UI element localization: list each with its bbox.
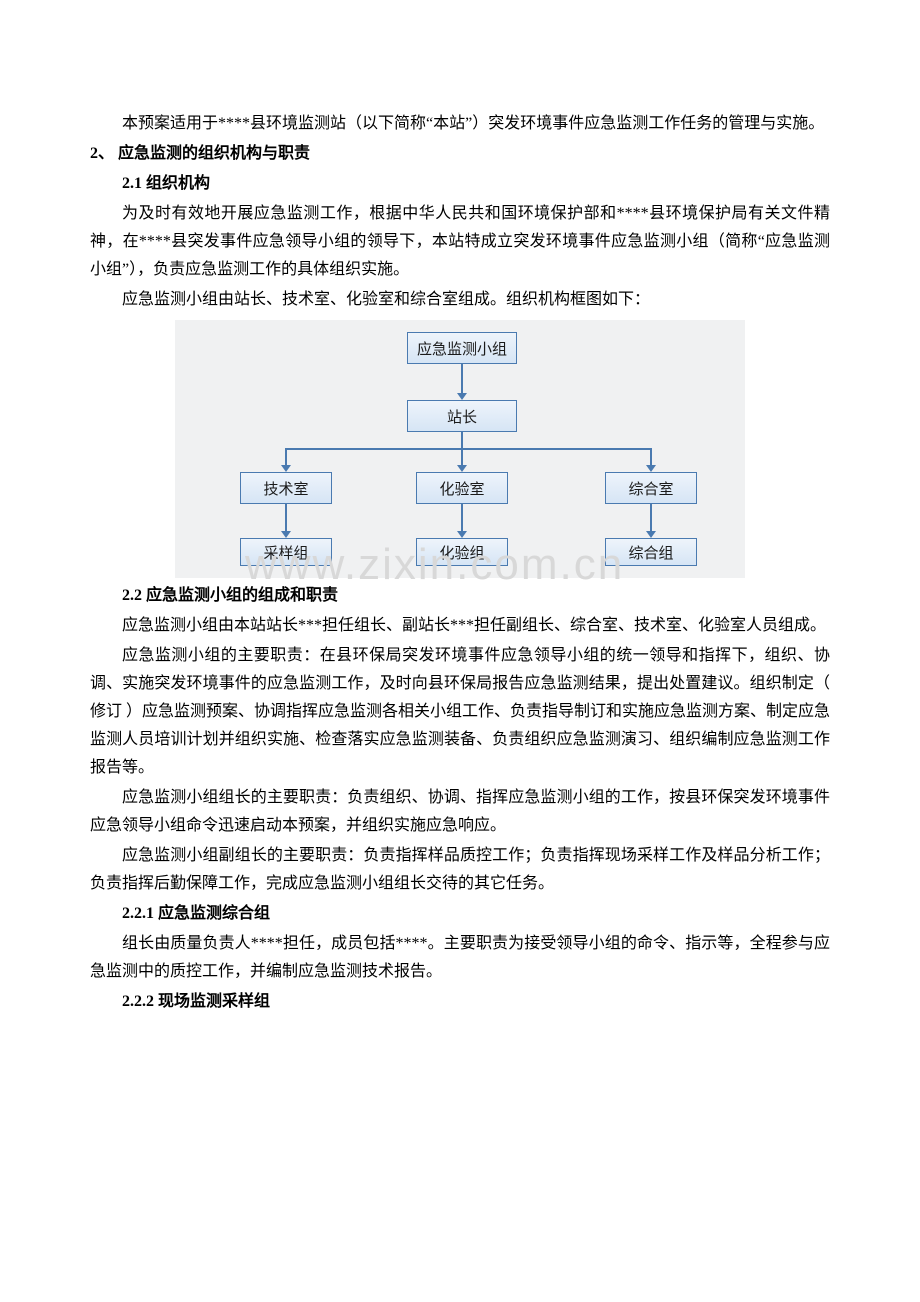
arrow-bus-lab [457, 465, 467, 472]
section-2-1-p2: 应急监测小组由站长、技术室、化验室和综合室组成。组织机构框图如下： [90, 286, 830, 314]
edge-tech-sampling [285, 504, 287, 532]
org-chart-container: 应急监测小组 站长 技术室 化验室 综合室 采样组 化验组 综合组 www.zi… [90, 320, 830, 578]
node-lab-group: 化验组 [416, 538, 508, 566]
section-2-2-1-p1: 组长由质量负责人****担任，成员包括****。主要职责为接受领导小组的命令、指… [90, 930, 830, 986]
section-2-2-p3: 应急监测小组组长的主要职责：负责组织、协调、指挥应急监测小组的工作，按县环保突发… [90, 784, 830, 840]
arrow-lab-labgroup [457, 531, 467, 538]
section-2-2-2-title: 2.2.2 现场监测采样组 [90, 988, 830, 1016]
edge-top-director [461, 364, 463, 394]
edge-lab-labgroup [461, 504, 463, 532]
node-tech-room: 技术室 [240, 472, 332, 504]
arrow-tech-sampling [281, 531, 291, 538]
section-2-2-title: 2.2 应急监测小组的组成和职责 [90, 582, 830, 610]
edge-bus-horizontal [286, 448, 652, 450]
node-top: 应急监测小组 [407, 332, 517, 364]
node-sampling-group: 采样组 [240, 538, 332, 566]
section-2-1-p1: 为及时有效地开展应急监测工作，根据中华人民共和国环境保护部和****县环境保护局… [90, 200, 830, 284]
edge-director-bus [461, 432, 463, 448]
org-chart: 应急监测小组 站长 技术室 化验室 综合室 采样组 化验组 综合组 www.zi… [175, 320, 745, 578]
arrow-bus-tech [281, 465, 291, 472]
edge-bus-general [650, 448, 652, 466]
section-2-1-title: 2.1 组织机构 [90, 170, 830, 198]
intro-paragraph: 本预案适用于****县环境监测站（以下简称“本站”）突发环境事件应急监测工作任务… [90, 110, 830, 138]
node-director: 站长 [407, 400, 517, 432]
section-2-2-1-title: 2.2.1 应急监测综合组 [90, 900, 830, 928]
section-2-title: 2、 应急监测的组织机构与职责 [90, 140, 830, 168]
arrow-top-director [457, 393, 467, 400]
section-2-2-p4: 应急监测小组副组长的主要职责：负责指挥样品质控工作；负责指挥现场采样工作及样品分… [90, 842, 830, 898]
arrow-bus-general [646, 465, 656, 472]
edge-bus-lab [461, 448, 463, 466]
section-2-2-p1: 应急监测小组由本站站长***担任组长、副站长***担任副组长、综合室、技术室、化… [90, 612, 830, 640]
arrow-general-generalgroup [646, 531, 656, 538]
node-lab-room: 化验室 [416, 472, 508, 504]
node-general-group: 综合组 [605, 538, 697, 566]
section-2-2-p2: 应急监测小组的主要职责：在县环保局突发环境事件应急领导小组的统一领导和指挥下，组… [90, 642, 830, 782]
edge-bus-tech [285, 448, 287, 466]
node-general-room: 综合室 [605, 472, 697, 504]
edge-general-generalgroup [650, 504, 652, 532]
